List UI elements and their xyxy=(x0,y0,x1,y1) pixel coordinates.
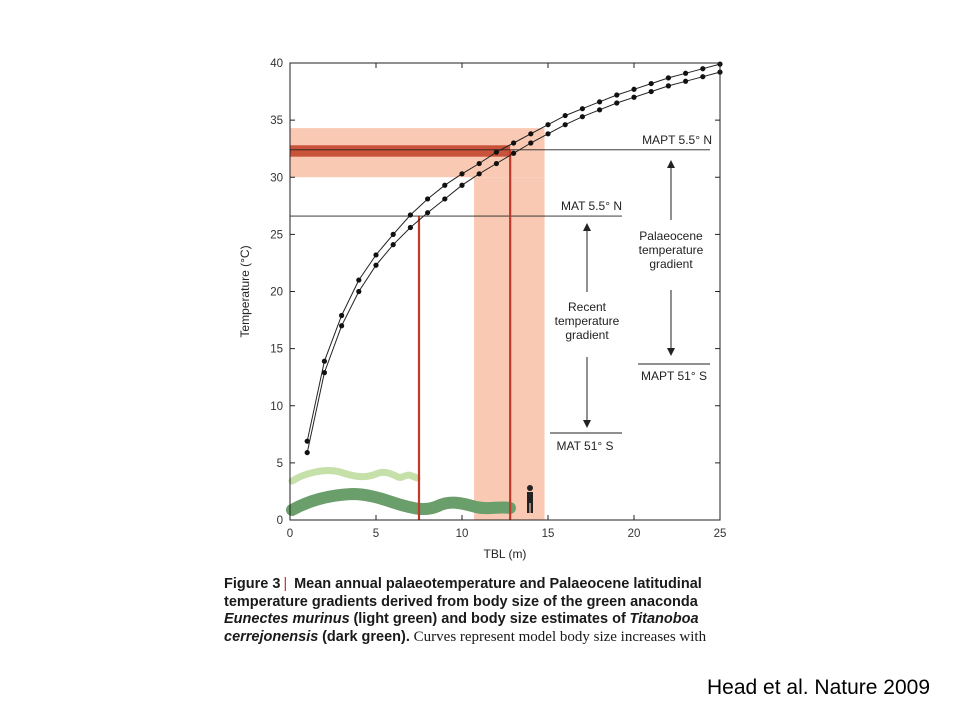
reference-lines xyxy=(290,149,710,520)
series-2-point xyxy=(373,262,379,268)
series-1-point xyxy=(648,80,654,87)
series-1-point xyxy=(545,122,551,128)
human-silhouette xyxy=(527,485,533,513)
series-1-point xyxy=(597,99,603,105)
series-2-point xyxy=(579,114,586,120)
y-tick-label: 25 xyxy=(270,229,283,241)
caption-mid-text: (light green) and body size estimates of xyxy=(353,611,626,627)
series-1-point xyxy=(459,171,465,177)
data-series xyxy=(304,61,723,456)
series-2-point xyxy=(683,78,689,84)
series-1-point xyxy=(614,92,620,98)
shaded-bands xyxy=(290,128,545,520)
series-2-point xyxy=(390,242,396,248)
y-tick-label: 10 xyxy=(270,401,283,413)
palaeocene-arrow-head-up xyxy=(667,160,675,168)
series-2-point xyxy=(476,171,482,177)
series-2-point xyxy=(407,224,413,231)
palaeocene-arrow-head-down xyxy=(667,348,675,356)
series-2-point xyxy=(510,150,517,156)
series-2-point xyxy=(425,210,431,216)
recent-gradient-label: Recent xyxy=(568,300,607,314)
x-tick-label: 15 xyxy=(542,528,555,540)
credit-text: Head et al. Nature 2009 xyxy=(707,676,930,699)
mapt-south-label: MAPT 51° S xyxy=(641,369,707,383)
y-tick-label: 5 xyxy=(277,458,283,470)
y-axis-label: Temperature (°C) xyxy=(238,245,252,337)
palaeocene-gradient-label: Palaeocene xyxy=(639,229,703,243)
series-2-point xyxy=(356,288,362,295)
series-1-point xyxy=(373,252,379,258)
series-2-point xyxy=(562,122,568,128)
annotations: MAPT 5.5° N MAT 5.5° N MAPT 51° S MAT 51° S… xyxy=(555,133,712,453)
caption-rest: Curves represent model body size increas… xyxy=(413,628,707,645)
recent-gradient-label: temperature xyxy=(555,314,620,328)
mat-north-label: MAT 5.5° N xyxy=(561,199,622,213)
y-tick-label: 15 xyxy=(270,344,283,356)
series-2-point xyxy=(304,449,310,456)
x-tick-label: 0 xyxy=(287,528,293,540)
series-1-point xyxy=(425,196,431,202)
caption-tail-bold: (dark green). xyxy=(322,628,410,645)
series-2-point xyxy=(493,160,499,167)
caption-label: Figure 3 xyxy=(224,576,281,592)
series-1-point xyxy=(665,75,672,81)
series-1-point xyxy=(304,438,310,444)
recent-arrow-head-down xyxy=(583,420,591,428)
axes: 0 5 10 15 20 25 0 5 10 15 20 25 30 35 40 TBL (m) Tempera… xyxy=(238,58,726,561)
series-2-point xyxy=(545,131,551,137)
series-2-point xyxy=(459,182,465,188)
x-tick-label: 5 xyxy=(373,528,379,540)
figure-caption: Figure 3 | Mean annual palaeotemperature … xyxy=(224,575,764,646)
mat-south-label: MAT 51° S xyxy=(556,439,613,453)
x-tick-label: 20 xyxy=(628,528,641,540)
series-1-point xyxy=(493,149,499,155)
series-1-point xyxy=(442,182,448,188)
temperature-core-band xyxy=(290,145,511,157)
series-2-point xyxy=(648,88,654,95)
series-1-point xyxy=(321,358,327,364)
series-1-point xyxy=(356,277,362,283)
series-1-point xyxy=(579,106,586,112)
y-tick-label: 20 xyxy=(270,287,283,299)
series-2-point xyxy=(442,196,448,202)
x-axis-label: TBL (m) xyxy=(484,547,527,561)
anaconda-silhouette xyxy=(288,467,421,485)
palaeocene-gradient-label: temperature xyxy=(639,243,704,257)
x-tick-label: 10 xyxy=(456,528,469,540)
y-tick-label: 40 xyxy=(270,58,283,70)
series-1-point xyxy=(476,160,482,167)
series-1-point xyxy=(700,66,706,72)
series-1-point xyxy=(390,231,396,237)
series-2-point xyxy=(339,323,345,329)
series-1-point xyxy=(407,212,413,218)
recent-gradient-label: gradient xyxy=(565,328,609,342)
mapt-north-label: MAPT 5.5° N xyxy=(642,133,712,147)
caption-species-1: Eunectes murinus xyxy=(224,611,350,627)
y-tick-label: 0 xyxy=(277,515,283,527)
series-2-point xyxy=(321,370,327,376)
series-2-point xyxy=(665,83,672,89)
series-1-point xyxy=(683,70,689,76)
series-1-point xyxy=(339,312,345,319)
recent-arrow-head-up xyxy=(583,223,591,231)
series-2-point xyxy=(597,107,603,113)
caption-bold-text: Mean annual palaeotemperature and Palaeo… xyxy=(224,576,702,610)
caption-separator: | xyxy=(283,575,288,592)
series-1-point xyxy=(510,140,517,146)
y-tick-label: 35 xyxy=(270,115,283,127)
caption-species-2: Titanoboa cerrejonensis xyxy=(224,611,699,645)
x-tick-label: 25 xyxy=(714,528,727,540)
y-tick-label: 30 xyxy=(270,172,283,184)
series-2-point xyxy=(631,94,637,100)
series-1-point xyxy=(562,112,568,119)
series-1-point xyxy=(631,86,637,92)
series-2-point xyxy=(528,140,534,146)
series-2-point xyxy=(700,74,706,80)
series-2-point xyxy=(614,100,620,106)
series-1-point xyxy=(528,131,534,137)
palaeocene-gradient-label: gradient xyxy=(649,257,693,271)
